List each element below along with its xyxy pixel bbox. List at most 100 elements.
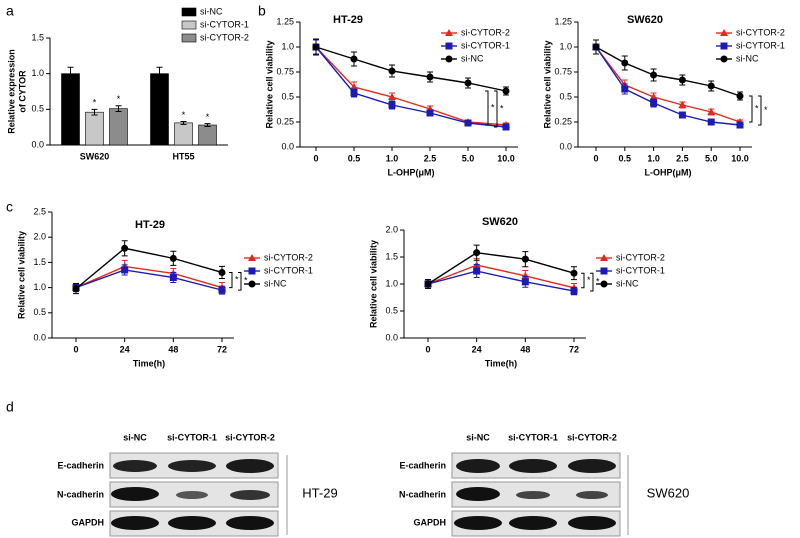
cell-line-label: SW620 xyxy=(647,485,690,500)
y-tick-label: 0.75 xyxy=(276,66,294,76)
band xyxy=(111,487,159,501)
band xyxy=(456,487,500,501)
x-axis-label: L-OHP(μM) xyxy=(388,167,435,177)
legend-label: si-CYTOR-2 xyxy=(616,252,665,262)
band xyxy=(576,491,608,499)
marker xyxy=(521,255,529,263)
x-tick-label: 2.5 xyxy=(424,153,437,163)
row-label: E-cadherin xyxy=(57,460,104,470)
x-tick-label: 1.0 xyxy=(386,153,399,163)
legend-label: si-CYTOR-2 xyxy=(461,27,510,37)
x-tick-label: 0 xyxy=(73,344,78,354)
band xyxy=(516,491,550,499)
band xyxy=(168,516,216,530)
marker xyxy=(521,278,529,286)
row-label: GAPDH xyxy=(413,517,446,527)
line xyxy=(427,264,575,289)
x-tick-label: 24 xyxy=(472,344,482,354)
bracket xyxy=(581,272,585,289)
marker xyxy=(621,59,629,67)
y-tick-label: 1.0 xyxy=(33,282,46,292)
y-axis-label: Relative expression xyxy=(6,49,16,134)
marker xyxy=(350,89,358,97)
y-axis-label: Relative cell viability xyxy=(542,40,552,128)
y-tick-label: 0.0 xyxy=(281,141,294,151)
marker xyxy=(350,83,358,90)
band xyxy=(509,516,557,530)
y-tick-label: 0.25 xyxy=(276,116,294,126)
band xyxy=(111,516,159,530)
marker xyxy=(650,99,658,107)
legend-swatch xyxy=(181,20,197,30)
marker xyxy=(720,55,728,63)
marker xyxy=(248,254,256,261)
significance: * xyxy=(244,276,248,286)
marker xyxy=(502,123,510,131)
x-tick-label: 48 xyxy=(168,344,178,354)
y-tick-label: 0.5 xyxy=(33,307,46,317)
y-tick-label: 2.5 xyxy=(33,206,46,216)
marker xyxy=(473,249,481,257)
x-tick-label: HT55 xyxy=(172,151,194,161)
y-tick-label: 0.5 xyxy=(31,104,44,114)
marker xyxy=(388,93,396,100)
band xyxy=(568,516,616,530)
x-tick-label: 24 xyxy=(120,344,130,354)
marker xyxy=(350,55,358,63)
marker xyxy=(121,266,129,274)
y-tick-label: 2.0 xyxy=(33,232,46,242)
bracket xyxy=(494,90,498,128)
legend-label: si-CYTOR-1 xyxy=(736,40,785,50)
line xyxy=(75,269,223,291)
blot-panel xyxy=(451,452,629,537)
marker xyxy=(248,267,256,275)
marker xyxy=(650,71,658,79)
marker xyxy=(720,29,728,36)
y-tick-label: 1.5 xyxy=(385,251,398,261)
marker xyxy=(426,73,434,81)
x-tick-label: 10.0 xyxy=(731,153,749,163)
marker xyxy=(72,285,80,293)
y-tick-label: 0.0 xyxy=(33,332,46,342)
y-tick-label: 0.5 xyxy=(559,91,572,101)
line xyxy=(427,251,575,285)
band xyxy=(509,459,557,473)
marker xyxy=(218,268,226,276)
line xyxy=(315,46,507,92)
error-bar xyxy=(156,66,163,81)
bar xyxy=(150,73,169,146)
row-label: N-cadherin xyxy=(399,489,446,499)
legend-label: si-NC xyxy=(736,53,759,63)
band xyxy=(568,459,616,473)
marker xyxy=(388,67,396,75)
marker xyxy=(424,280,432,288)
bar xyxy=(109,108,128,146)
chart-title: SW620 xyxy=(627,14,663,26)
marker xyxy=(445,29,453,36)
legend-label: si-NC xyxy=(200,6,223,16)
y-tick-label: 0.75 xyxy=(554,66,572,76)
significance: * xyxy=(764,105,768,115)
marker xyxy=(678,111,686,119)
chart-title: HT-29 xyxy=(333,14,363,26)
line xyxy=(315,46,507,126)
x-tick-label: 0.5 xyxy=(348,153,361,163)
lane-label: si-CYTOR-1 xyxy=(167,432,217,442)
significance: * xyxy=(117,94,121,104)
panel-label: c xyxy=(6,199,13,215)
marker xyxy=(736,92,744,100)
marker xyxy=(388,101,396,109)
band xyxy=(230,490,270,500)
marker xyxy=(464,79,472,87)
error-bar xyxy=(180,120,187,125)
y-tick-label: 1.5 xyxy=(31,32,44,42)
significance: * xyxy=(206,112,210,122)
x-tick-label: 10.0 xyxy=(497,153,515,163)
y-axis-label: Relative cell viability xyxy=(264,40,274,128)
marker xyxy=(707,108,716,115)
panel-label: d xyxy=(6,399,14,415)
line xyxy=(315,46,507,128)
x-tick-label: 5.0 xyxy=(462,153,475,163)
significance: * xyxy=(93,98,97,108)
